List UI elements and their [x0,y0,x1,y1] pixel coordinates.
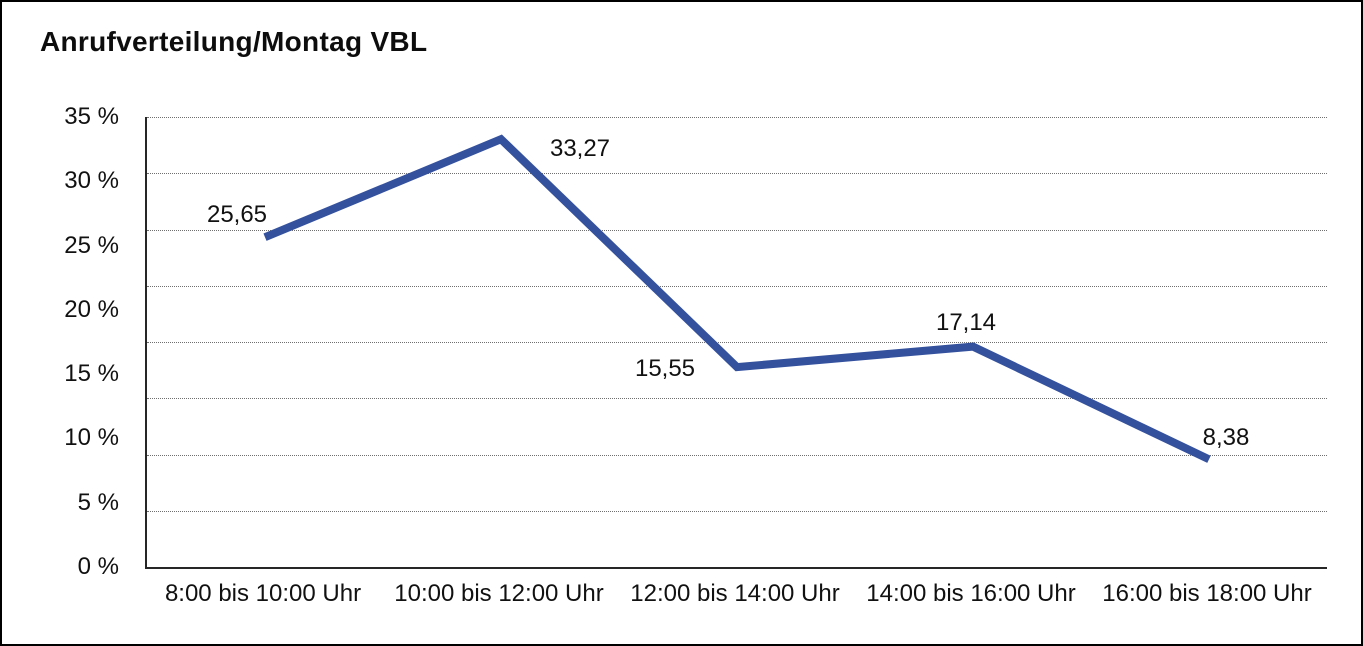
grid-line [147,173,1327,175]
series-line [263,134,1211,463]
y-tick-label: 15 % [64,360,119,388]
data-point-label: 15,55 [634,355,696,383]
data-point-label: 17,14 [935,308,997,336]
plot-area: 25,65 33,27 15,55 17,14 8,38 [145,117,1327,569]
x-axis: 8:00 bis 10:00 Uhr 10:00 bis 12:00 Uhr 12:… [145,580,1325,610]
x-tick-label: 8:00 bis 10:00 Uhr [164,580,362,607]
y-tick-label: 30 % [64,167,119,195]
line-series-svg [263,134,1211,463]
grid-line [147,285,1327,287]
data-point-label: 8,38 [1202,424,1250,452]
grid-line [147,454,1327,456]
x-tick-label: 16:00 bis 18:00 Uhr [1102,580,1312,607]
grid-line [147,117,1327,118]
x-tick-label: 14:00 bis 16:00 Uhr [866,580,1076,607]
x-tick-label: 12:00 bis 14:00 Uhr [630,580,840,607]
grid-line [147,342,1327,343]
x-tick-label: 10:00 bis 12:00 Uhr [394,580,604,607]
y-tick-label: 25 % [64,231,119,259]
y-axis: 35 % 30 % 25 % 20 % 15 % 10 % 5 % 0 % [2,103,133,580]
data-point-label: 33,27 [549,135,611,163]
y-tick-label: 20 % [64,295,119,323]
y-tick-label: 35 % [64,103,119,130]
chart-title: Anrufverteilung/Montag VBL [40,26,428,57]
grid-line [147,510,1327,512]
y-tick-label: 10 % [64,424,119,452]
y-tick-label: 0 % [77,553,119,580]
grid-line [147,229,1327,231]
y-tick-label: 5 % [77,488,119,516]
grid-line [147,398,1327,400]
data-point-label: 25,65 [206,201,268,229]
